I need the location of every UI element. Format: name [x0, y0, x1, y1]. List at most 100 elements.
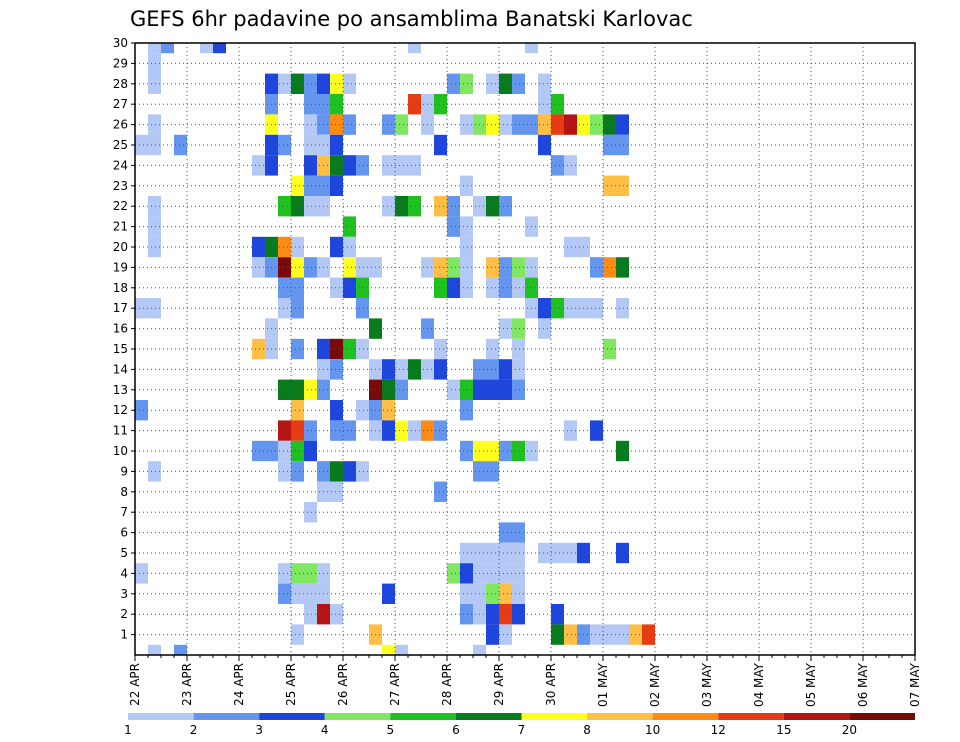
- heatmap-cell: [408, 43, 421, 54]
- heatmap-cell: [174, 134, 187, 156]
- heatmap-cell: [291, 175, 304, 196]
- heatmap-cell: [135, 134, 148, 156]
- heatmap-cell: [434, 481, 447, 502]
- x-tick-label: 22 APR: [128, 663, 142, 706]
- heatmap-cell: [538, 94, 551, 115]
- heatmap-cell: [278, 134, 291, 156]
- heatmap-cell: [564, 624, 577, 645]
- heatmap-cell: [304, 379, 317, 400]
- heatmap-cell: [460, 114, 473, 135]
- heatmap-cell: [512, 583, 525, 604]
- heatmap-cell: [148, 644, 161, 655]
- heatmap-cell: [395, 420, 408, 441]
- chart-title: GEFS 6hr padavine po ansamblima Banatski…: [130, 7, 693, 31]
- y-tick-label: 2: [120, 607, 128, 621]
- heatmap-cell: [356, 400, 369, 421]
- heatmap-cell: [330, 359, 343, 380]
- heatmap-cell: [382, 359, 395, 380]
- heatmap-cell: [382, 420, 395, 441]
- heatmap-cell: [616, 175, 629, 196]
- heatmap-cell: [512, 257, 525, 278]
- heatmap-cell: [213, 43, 226, 54]
- heatmap-cell: [512, 542, 525, 564]
- heatmap-cell: [486, 461, 499, 482]
- heatmap-cell: [278, 257, 291, 278]
- heatmap-cell: [551, 94, 564, 115]
- heatmap-cell: [252, 440, 265, 462]
- heatmap-cell: [356, 338, 369, 360]
- heatmap-cell: [343, 236, 356, 258]
- y-tick-label: 27: [113, 97, 128, 111]
- heatmap-cell: [330, 400, 343, 421]
- heatmap-cell: [330, 420, 343, 441]
- heatmap-cell: [499, 379, 512, 400]
- heatmap-cell: [304, 114, 317, 135]
- heatmap-cell: [460, 277, 473, 298]
- heatmap-cell: [642, 624, 655, 645]
- y-tick-label: 3: [120, 587, 128, 601]
- heatmap-cell: [525, 43, 538, 54]
- heatmap-cell: [343, 277, 356, 298]
- heatmap-cell: [291, 338, 304, 360]
- heatmap-cell: [551, 604, 564, 625]
- y-tick-label: 16: [113, 322, 128, 336]
- y-tick-label: 9: [120, 464, 128, 478]
- heatmap-cell: [330, 73, 343, 94]
- heatmap-cell: [499, 257, 512, 278]
- heatmap-cell: [408, 420, 421, 441]
- heatmap-cells: [135, 43, 655, 655]
- heatmap-cell: [616, 440, 629, 462]
- heatmap-cell: [278, 563, 291, 584]
- legend-swatch: [324, 713, 391, 720]
- heatmap-cell: [486, 114, 499, 135]
- x-tick-label: 07 MAY: [908, 662, 922, 707]
- heatmap-cell: [291, 298, 304, 319]
- heatmap-cell: [512, 379, 525, 400]
- y-tick-label: 18: [113, 281, 128, 295]
- y-tick-label: 6: [120, 526, 128, 540]
- heatmap-cell: [395, 644, 408, 655]
- y-tick-label: 1: [120, 628, 128, 642]
- color-legend: 1 2 3 4 5 6 7 8 10 12 15 20: [124, 713, 915, 737]
- heatmap-cell: [603, 134, 616, 156]
- heatmap-cell: [252, 155, 265, 176]
- heatmap-cell: [382, 583, 395, 604]
- heatmap-cell: [304, 563, 317, 584]
- heatmap-cell: [460, 542, 473, 564]
- heatmap-cell: [447, 73, 460, 94]
- heatmap-cell: [278, 461, 291, 482]
- heatmap-cell: [135, 400, 148, 421]
- y-tick-label: 24: [113, 158, 128, 172]
- heatmap-cell: [551, 114, 564, 135]
- heatmap-cell: [382, 379, 395, 400]
- heatmap-cell: [291, 236, 304, 258]
- heatmap-cell: [291, 563, 304, 584]
- heatmap-cell: [148, 216, 161, 237]
- heatmap-cell: [447, 379, 460, 400]
- heatmap-cell: [330, 481, 343, 502]
- heatmap-cell: [330, 461, 343, 482]
- legend-label: 5: [387, 723, 395, 737]
- heatmap-cell: [499, 277, 512, 298]
- legend-label: 7: [518, 723, 526, 737]
- heatmap-cell: [447, 277, 460, 298]
- heatmap-cell: [343, 73, 356, 94]
- heatmap-cell: [499, 359, 512, 380]
- x-tick-label: 28 APR: [440, 663, 454, 706]
- heatmap-cell: [135, 298, 148, 319]
- heatmap-cell: [616, 257, 629, 278]
- legend-label: 6: [452, 723, 460, 737]
- heatmap-cell: [499, 624, 512, 645]
- heatmap-cell: [382, 644, 395, 655]
- heatmap-cell: [499, 604, 512, 625]
- heatmap-cell: [174, 644, 187, 655]
- heatmap-cell: [304, 420, 317, 441]
- heatmap-cell: [395, 155, 408, 176]
- heatmap-cell: [356, 461, 369, 482]
- heatmap-cell: [382, 196, 395, 217]
- heatmap-cell: [486, 196, 499, 217]
- heatmap-cell: [330, 134, 343, 156]
- heatmap-cell: [551, 155, 564, 176]
- heatmap-cell: [512, 563, 525, 584]
- heatmap-cell: [395, 196, 408, 217]
